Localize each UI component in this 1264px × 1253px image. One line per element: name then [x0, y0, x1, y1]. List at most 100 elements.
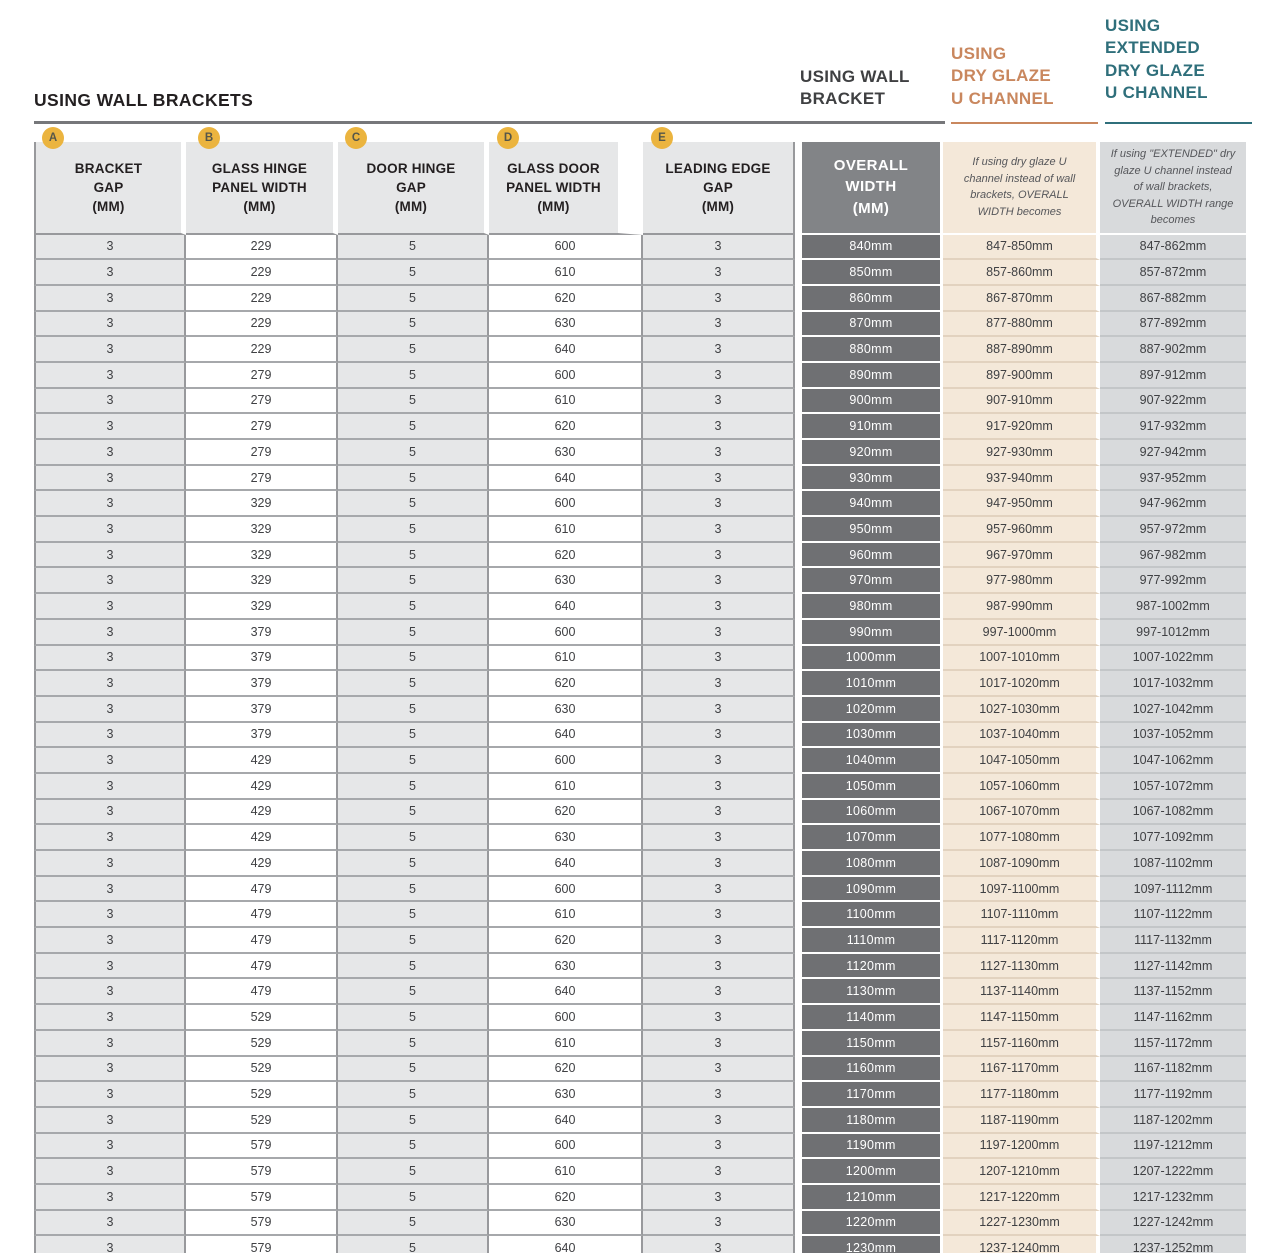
cell-overall-width: 950mm	[795, 517, 943, 543]
cell-door-hinge-gap: 5	[338, 594, 489, 620]
cell-overall-width: 1090mm	[795, 876, 943, 903]
cell-glass-door-panel-width: 620	[489, 799, 643, 826]
cell-extended-dry-glaze-width: 927-942mm	[1100, 440, 1246, 466]
cell-bracket-gap: 3	[34, 1210, 186, 1237]
cell-leading-edge-gap: 3	[643, 722, 795, 749]
cell-glass-hinge-panel-width: 329	[186, 542, 338, 569]
cell-leading-edge-gap: 3	[643, 1082, 795, 1108]
cell-leading-edge-gap: 3	[643, 1133, 795, 1160]
cell-leading-edge-gap: 3	[643, 517, 795, 543]
col-header-leading-edge-gap: LEADING EDGE GAP (MM)	[643, 142, 795, 235]
table-row: 3 479 5 640 3 1130mm 1137-1140mm 1137-1152mm	[34, 979, 1246, 1006]
cell-dry-glaze-width: 1147-1150mm	[943, 1005, 1100, 1031]
cell-overall-width: 1110mm	[795, 928, 943, 954]
cell-leading-edge-gap: 3	[643, 928, 795, 954]
cell-glass-hinge-panel-width: 529	[186, 1056, 338, 1083]
cell-dry-glaze-width: 1177-1180mm	[943, 1082, 1100, 1108]
badge-e: E	[651, 127, 673, 149]
cell-extended-dry-glaze-width: 1187-1202mm	[1100, 1107, 1246, 1134]
cell-leading-edge-gap: 3	[643, 619, 795, 646]
badge-a: A	[42, 127, 64, 149]
cell-glass-door-panel-width: 640	[489, 1236, 643, 1253]
col-header-glass-hinge-panel-width: GLASS HINGE PANEL WIDTH (MM)	[186, 142, 338, 235]
table-row: 3 479 5 610 3 1100mm 1107-1110mm 1107-1122mm	[34, 902, 1246, 929]
col-header-dry-glaze-note: If using dry glaze U channel instead of …	[943, 142, 1100, 235]
cell-dry-glaze-width: 1227-1230mm	[943, 1210, 1100, 1237]
cell-extended-dry-glaze-width: 987-1002mm	[1100, 594, 1246, 620]
cell-glass-hinge-panel-width: 379	[186, 619, 338, 646]
cell-leading-edge-gap: 3	[643, 1107, 795, 1134]
cell-glass-hinge-panel-width: 229	[186, 234, 338, 261]
cell-door-hinge-gap: 5	[338, 619, 489, 646]
cell-glass-hinge-panel-width: 379	[186, 696, 338, 723]
cell-bracket-gap: 3	[34, 1056, 186, 1083]
cell-overall-width: 1000mm	[795, 645, 943, 672]
divider-line-teal	[1105, 122, 1252, 124]
cell-glass-hinge-panel-width: 429	[186, 773, 338, 800]
cell-leading-edge-gap: 3	[643, 260, 795, 286]
cell-overall-width: 1020mm	[795, 696, 943, 723]
table-row: 3 329 5 630 3 970mm 977-980mm 977-992mm	[34, 568, 1246, 595]
cell-leading-edge-gap: 3	[643, 311, 795, 338]
cell-glass-hinge-panel-width: 529	[186, 1082, 338, 1108]
cell-extended-dry-glaze-width: 1047-1062mm	[1100, 748, 1246, 774]
cell-bracket-gap: 3	[34, 1236, 186, 1253]
cell-dry-glaze-width: 987-990mm	[943, 594, 1100, 620]
cell-glass-hinge-panel-width: 429	[186, 799, 338, 826]
cell-leading-edge-gap: 3	[643, 825, 795, 851]
cell-leading-edge-gap: 3	[643, 1184, 795, 1211]
cell-door-hinge-gap: 5	[338, 388, 489, 415]
cell-leading-edge-gap: 3	[643, 1236, 795, 1253]
cell-glass-door-panel-width: 630	[489, 1210, 643, 1237]
group-header-dry-glaze: USING DRY GLAZE U CHANNEL	[951, 44, 1054, 108]
table-row: 3 329 5 620 3 960mm 967-970mm 967-982mm	[34, 542, 1246, 569]
cell-dry-glaze-width: 1097-1100mm	[943, 876, 1100, 903]
table-row: 3 229 5 640 3 880mm 887-890mm 887-902mm	[34, 337, 1246, 363]
cell-door-hinge-gap: 5	[338, 1236, 489, 1253]
cell-glass-door-panel-width: 610	[489, 1159, 643, 1185]
cell-leading-edge-gap: 3	[643, 748, 795, 774]
cell-leading-edge-gap: 3	[643, 979, 795, 1006]
cell-door-hinge-gap: 5	[338, 1133, 489, 1160]
table-row: 3 579 5 630 3 1220mm 1227-1230mm 1227-1242mm	[34, 1210, 1246, 1237]
size-table: BRACKET GAP (MM) GLASS HINGE PANEL WIDTH…	[34, 142, 1246, 1253]
cell-overall-width: 1160mm	[795, 1056, 943, 1083]
cell-dry-glaze-width: 907-910mm	[943, 388, 1100, 415]
cell-leading-edge-gap: 3	[643, 773, 795, 800]
cell-dry-glaze-width: 937-940mm	[943, 465, 1100, 492]
cell-glass-hinge-panel-width: 379	[186, 645, 338, 672]
cell-extended-dry-glaze-width: 947-962mm	[1100, 491, 1246, 518]
cell-dry-glaze-width: 1197-1200mm	[943, 1133, 1100, 1160]
cell-glass-hinge-panel-width: 479	[186, 876, 338, 903]
cell-glass-hinge-panel-width: 229	[186, 285, 338, 312]
table-row: 3 579 5 610 3 1200mm 1207-1210mm 1207-1222mm	[34, 1159, 1246, 1185]
cell-extended-dry-glaze-width: 1167-1182mm	[1100, 1056, 1246, 1083]
cell-extended-dry-glaze-width: 1057-1072mm	[1100, 773, 1246, 800]
table-row: 3 529 5 600 3 1140mm 1147-1150mm 1147-1162mm	[34, 1005, 1246, 1031]
cell-extended-dry-glaze-width: 867-882mm	[1100, 285, 1246, 312]
cell-glass-hinge-panel-width: 379	[186, 671, 338, 697]
cell-glass-hinge-panel-width: 229	[186, 311, 338, 338]
cell-dry-glaze-width: 1167-1170mm	[943, 1056, 1100, 1083]
cell-overall-width: 1170mm	[795, 1082, 943, 1108]
cell-glass-door-panel-width: 630	[489, 825, 643, 851]
cell-dry-glaze-width: 1187-1190mm	[943, 1107, 1100, 1134]
table-row: 3 379 5 600 3 990mm 997-1000mm 997-1012mm	[34, 619, 1246, 646]
cell-glass-door-panel-width: 630	[489, 953, 643, 980]
cell-extended-dry-glaze-width: 1067-1082mm	[1100, 799, 1246, 826]
cell-door-hinge-gap: 5	[338, 260, 489, 286]
cell-bracket-gap: 3	[34, 362, 186, 389]
cell-bracket-gap: 3	[34, 722, 186, 749]
cell-extended-dry-glaze-width: 1197-1212mm	[1100, 1133, 1246, 1160]
cell-dry-glaze-width: 1087-1090mm	[943, 851, 1100, 877]
cell-overall-width: 930mm	[795, 465, 943, 492]
cell-door-hinge-gap: 5	[338, 337, 489, 363]
cell-bracket-gap: 3	[34, 645, 186, 672]
cell-dry-glaze-width: 877-880mm	[943, 311, 1100, 338]
cell-overall-width: 1140mm	[795, 1005, 943, 1031]
cell-extended-dry-glaze-width: 907-922mm	[1100, 388, 1246, 415]
cell-glass-hinge-panel-width: 579	[186, 1159, 338, 1185]
cell-glass-door-panel-width: 640	[489, 1107, 643, 1134]
cell-door-hinge-gap: 5	[338, 491, 489, 518]
cell-overall-width: 910mm	[795, 414, 943, 440]
